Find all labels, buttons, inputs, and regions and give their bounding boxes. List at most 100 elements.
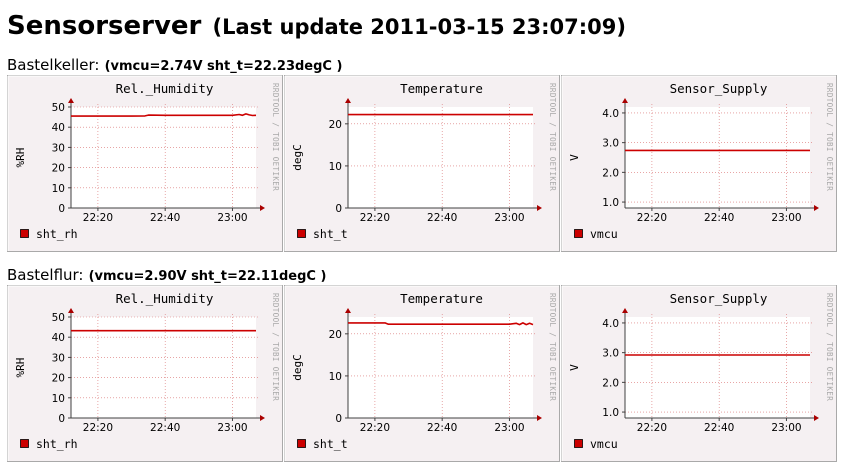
section-status: (vmcu=2.74V sht_t=22.23degC ) (104, 59, 343, 74)
y-axis-label: V (568, 154, 581, 161)
graph-title: Sensor_Supply (670, 81, 768, 96)
graph-title: Temperature (400, 291, 483, 306)
graph-bastelkeller-temperature: Temperature 22:20 22:40 23:00 0 10 20 degC RRDTO… (284, 75, 560, 252)
series-line-sht_t (348, 322, 534, 326)
rrdtool-watermark: RRDTOOL / TOBI OETIKER (825, 293, 834, 401)
x-tick-label: 22:20 (83, 422, 113, 434)
legend-swatch (20, 229, 29, 238)
y-tick-label: 50 (52, 312, 65, 324)
legend-swatch (297, 229, 306, 238)
y-tick-label: 4.0 (602, 108, 619, 120)
y-tick-label: 1.0 (602, 197, 619, 209)
x-tick-label: 22:20 (83, 212, 113, 224)
y-tick-label: 20 (329, 329, 342, 341)
page-title: Sensorserver (Last update 2011-03-15 23:… (7, 4, 626, 42)
y-tick-label: 20 (52, 163, 65, 175)
x-tick-label: 23:00 (771, 422, 801, 434)
rrdtool-watermark: RRDTOOL / TOBI OETIKER (271, 83, 280, 191)
y-tick-label: 3.0 (602, 348, 619, 360)
y-tick-label: 10 (329, 161, 342, 173)
rrdtool-watermark: RRDTOOL / TOBI OETIKER (548, 293, 557, 401)
x-tick-label: 22:40 (150, 212, 180, 224)
x-tick-label: 22:40 (427, 212, 457, 224)
x-tick-label: 22:20 (637, 212, 667, 224)
y-tick-label: 50 (52, 102, 65, 114)
legend-label: sht_rh (36, 437, 78, 451)
graph-title: Rel._Humidity (116, 81, 214, 96)
x-axis-arrow (260, 415, 265, 421)
last-update-text: (Last update 2011-03-15 23:07:09) (212, 15, 626, 39)
y-axis-arrow (345, 308, 351, 313)
x-tick-label: 23:00 (217, 422, 247, 434)
y-tick-label: 20 (329, 119, 342, 131)
page-title-text: Sensorserver (7, 11, 202, 41)
x-tick-label: 23:00 (494, 422, 524, 434)
y-tick-label: 0 (58, 203, 65, 215)
x-tick-label: 22:40 (704, 212, 734, 224)
graph-title: Rel._Humidity (116, 291, 214, 306)
legend-swatch (574, 229, 583, 238)
legend-swatch (297, 439, 306, 448)
x-axis-arrow (260, 205, 265, 211)
x-tick-label: 23:00 (771, 212, 801, 224)
plot-area (71, 317, 256, 418)
y-tick-label: 10 (52, 393, 65, 405)
section-name: Bastelkeller: (7, 56, 100, 74)
graph-title: Sensor_Supply (670, 291, 768, 306)
section-heading-bastelkeller: Bastelkeller: (vmcu=2.74V sht_t=22.23deg… (7, 55, 342, 74)
y-tick-label: 2.0 (602, 377, 619, 389)
graph-bastelflur-supply: Sensor_Supply 22:20 22:40 23:00 1.0 2.0 3.0 4.0… (561, 285, 837, 462)
y-axis-arrow (68, 308, 74, 313)
graph-title: Temperature (400, 81, 483, 96)
y-tick-label: 0 (335, 203, 342, 215)
x-tick-label: 22:20 (360, 422, 390, 434)
graph-bastelflur-temperature: Temperature 22:20 22:40 23:00 0 10 20 degC RRDTO… (284, 285, 560, 462)
plot-area (625, 317, 810, 418)
section-heading-bastelflur: Bastelflur: (vmcu=2.90V sht_t=22.11degC … (7, 265, 326, 284)
section-status: (vmcu=2.90V sht_t=22.11degC ) (88, 269, 327, 284)
x-axis-arrow (814, 205, 819, 211)
graph-bastelkeller-humidity: Rel._Humidity 22:20 22:40 23:00 0 10 20 30 40 50%… (7, 75, 283, 252)
y-tick-label: 20 (52, 373, 65, 385)
y-axis-label: degC (291, 144, 304, 171)
legend-swatch (20, 439, 29, 448)
y-axis-label: %RH (14, 148, 27, 168)
y-tick-label: 4.0 (602, 318, 619, 330)
x-tick-label: 23:00 (494, 212, 524, 224)
y-axis-arrow (622, 308, 628, 313)
y-axis-label: %RH (14, 358, 27, 378)
y-tick-label: 0 (335, 413, 342, 425)
x-tick-label: 22:40 (704, 422, 734, 434)
y-tick-label: 2.0 (602, 167, 619, 179)
series-line-sht_rh (71, 113, 257, 117)
y-tick-label: 10 (329, 371, 342, 383)
y-axis-arrow (345, 98, 351, 103)
x-axis-arrow (537, 415, 542, 421)
graph-bastelkeller-supply: Sensor_Supply 22:20 22:40 23:00 1.0 2.0 3.0 4.0… (561, 75, 837, 252)
rrdtool-watermark: RRDTOOL / TOBI OETIKER (825, 83, 834, 191)
x-tick-label: 22:40 (427, 422, 457, 434)
x-tick-label: 22:20 (637, 422, 667, 434)
y-axis-arrow (68, 98, 74, 103)
x-tick-label: 22:20 (360, 212, 390, 224)
y-tick-label: 3.0 (602, 138, 619, 150)
legend-label: sht_t (313, 227, 348, 241)
y-tick-label: 10 (52, 183, 65, 195)
y-tick-label: 40 (52, 122, 65, 134)
rrdtool-watermark: RRDTOOL / TOBI OETIKER (271, 293, 280, 401)
legend-swatch (574, 439, 583, 448)
plot-area (71, 107, 256, 208)
x-tick-label: 23:00 (217, 212, 247, 224)
section-name: Bastelflur: (7, 266, 84, 284)
y-axis-label: degC (291, 354, 304, 381)
x-tick-label: 22:40 (150, 422, 180, 434)
graph-bastelflur-humidity: Rel._Humidity 22:20 22:40 23:00 0 10 20 30 40 50%… (7, 285, 283, 462)
plot-area (348, 317, 533, 418)
y-tick-label: 30 (52, 352, 65, 364)
plot-area (625, 107, 810, 208)
legend-label: vmcu (590, 437, 618, 451)
y-tick-label: 0 (58, 413, 65, 425)
y-tick-label: 1.0 (602, 407, 619, 419)
y-tick-label: 30 (52, 142, 65, 154)
x-axis-arrow (814, 415, 819, 421)
